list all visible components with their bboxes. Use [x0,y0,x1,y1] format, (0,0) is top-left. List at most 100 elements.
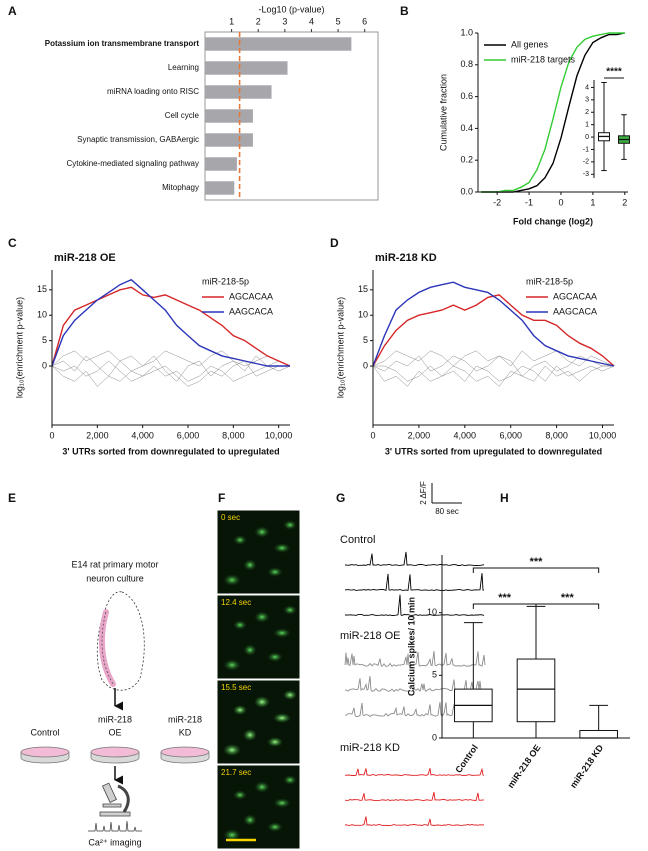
y-tick-label: 0.2 [460,155,473,165]
y-tick-label: 1 [585,122,589,129]
cell [283,520,297,530]
y-tick-label: 5 [432,670,437,680]
legend-label: AGCACAA [553,291,597,301]
timestamp: 21.7 sec [221,768,251,777]
y-tick-label: 1.0 [460,27,473,37]
cell [243,559,257,571]
panel-label: H [500,491,509,505]
x-tick-label: 10,000 [589,430,617,440]
x-tick-label: 1 [590,197,595,207]
x-tick-label: 0 [370,430,375,440]
box [516,658,556,723]
y-tick-label: 0 [363,360,368,370]
panel-label: E [8,491,16,505]
chart-title: miR-218 OE [54,252,116,264]
category-label: Synaptic transmission, GABAergic [77,135,199,144]
panel-label: D [330,236,339,250]
cell [273,798,291,808]
panel-label: F [218,491,225,505]
calcium-trace [344,551,485,566]
cell [233,535,247,545]
condition-label: Control [30,727,59,737]
calcium-trace [344,816,485,827]
legend-label: All genes [511,39,549,49]
series-line [51,286,291,367]
x-tick-label: 4 [309,16,314,26]
category-label: Cell cycle [165,111,200,120]
background-line [51,355,291,382]
significance: *** [498,592,512,604]
series-line [51,278,290,367]
axis-title: Calcium spikes/ 10 min [406,597,416,696]
x-tick-label: 0 [558,197,563,207]
x-tick-label: 4,000 [131,430,154,440]
timestamp: 15.5 sec [221,683,251,692]
y-tick-label: 10 [37,310,47,320]
plot [51,278,291,387]
axis-title: 3' UTRs sorted from upregulated to downr… [385,446,602,456]
panel-e: E E14 rat primary motor neuron culture C… [8,491,210,847]
cell [254,781,270,793]
category-label: miRNA loading onto RISC [107,87,199,96]
background-line [372,350,615,367]
y-tick-label: 0.0 [460,186,473,196]
axis-title: Cumulative fraction [438,74,448,151]
calcium-trace [344,594,485,617]
x-tick-label: 4,000 [454,430,477,440]
y-tick-label: 5 [363,335,368,345]
significance-bracket [535,603,600,609]
x-tick-label: 2 [256,16,261,26]
category-label: Learning [168,63,199,72]
y-tick-label: 0.6 [460,91,473,101]
legend-label: AAGCACA [553,306,597,316]
y-tick-label: 0.8 [460,59,473,69]
axis-title: -Log10 (p-value) [258,4,324,14]
cell [223,829,241,841]
cell [267,652,283,662]
panel-g: G 2 ΔF/F 80 sec Control miR-218 OE miR-2… [336,481,486,827]
y-tick-label: 10 [358,310,368,320]
y-tick-label: 15 [358,284,368,294]
cell [254,696,270,708]
y-tick-label: 2 [585,109,589,116]
significance: *** [530,556,544,568]
y-tick-label: 0 [585,134,589,141]
cell [273,713,291,723]
cell [223,744,241,756]
calcium-trace [344,573,485,592]
series-line [481,32,625,193]
condition-label: Control [340,534,375,546]
x-tick-label: 0 [49,430,54,440]
x-tick-label: 2,000 [86,430,109,440]
condition-label: miR-218 [98,714,132,724]
background-line [373,365,615,382]
bar [205,109,253,123]
cell [267,822,283,832]
spinal-cord [99,609,116,687]
timestamp: 0 sec [221,513,240,522]
significance-bracket [472,567,600,573]
x-tick-label: -1 [525,197,533,207]
axis-title: Fold change (log2) [513,216,593,226]
cell [283,775,297,785]
x-tick-label: 2,000 [408,430,431,440]
panel-label: B [400,4,409,18]
dishes [20,746,210,764]
category-label: Cytokine-mediated signaling pathway [66,159,199,168]
cell [254,526,270,538]
category-label: Potassium ion transmembrane transport [45,39,200,48]
legend-label: miR-218 targets [511,54,576,64]
y-tick-label: 3 [585,97,589,104]
y-tick-label: 0 [42,360,47,370]
legend-label: AGCACAA [229,291,273,301]
timestamp: 12.4 sec [221,598,251,607]
x-tick-label: 8,000 [222,430,245,440]
x-tick-label: 1 [229,16,234,26]
y-tick-label: -1 [583,146,589,153]
panel-f: F 0 sec 12.4 sec 15.5 sec 21.7 sec [216,491,301,850]
bar [205,37,352,51]
background-line [372,355,614,377]
cell [267,567,283,577]
panel-label: A [8,4,17,18]
